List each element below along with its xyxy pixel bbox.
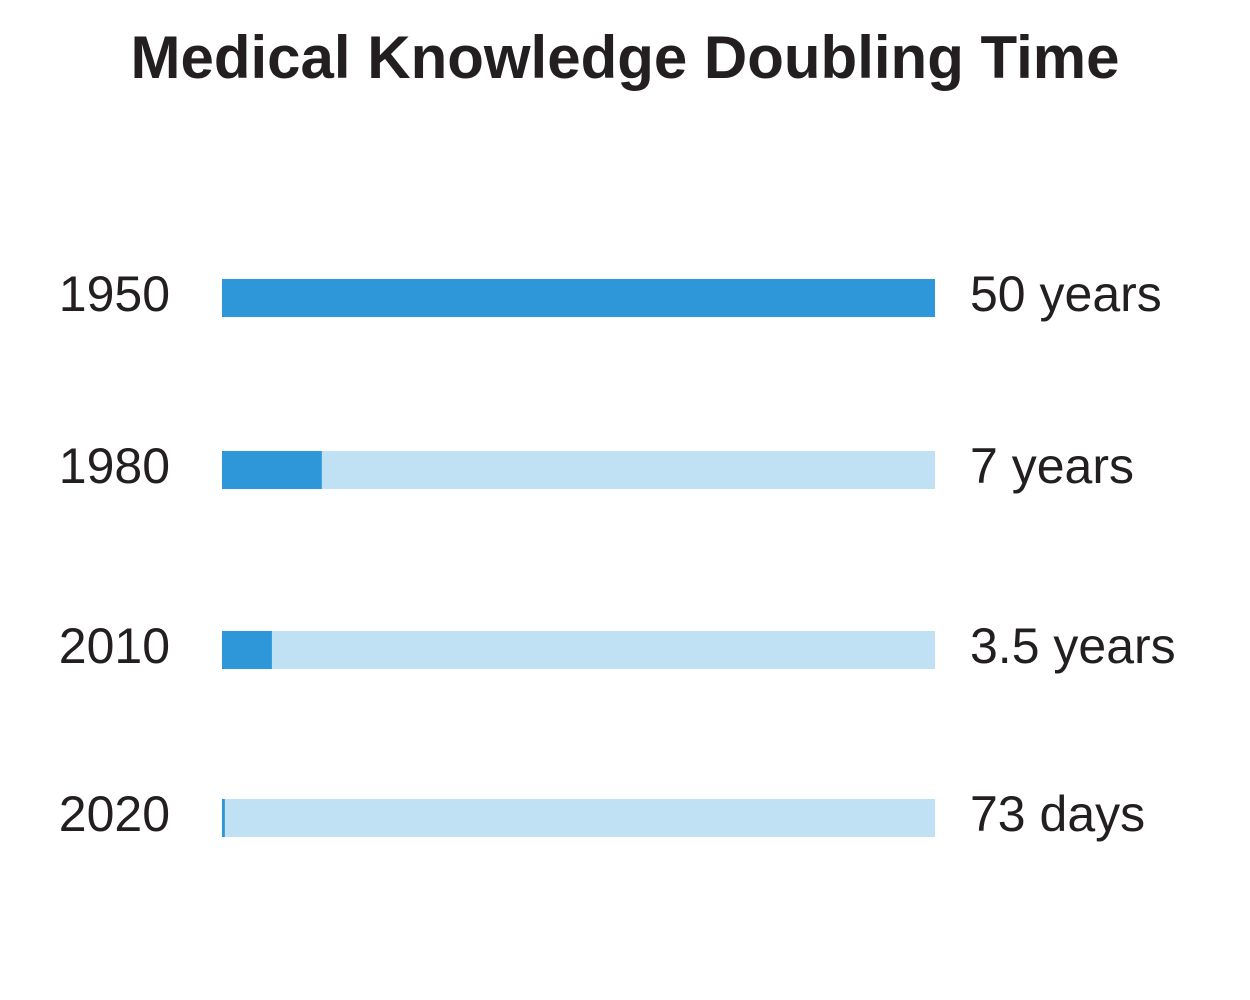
bar-track bbox=[222, 799, 935, 837]
chart-title: Medical Knowledge Doubling Time bbox=[131, 24, 1120, 91]
category-label: 2020 bbox=[59, 786, 170, 842]
bar bbox=[222, 631, 272, 669]
bar bbox=[222, 799, 225, 837]
category-label: 1980 bbox=[59, 438, 170, 494]
category-label: 1950 bbox=[59, 266, 170, 322]
bar-track bbox=[222, 631, 935, 669]
value-label: 50 years bbox=[970, 266, 1162, 322]
value-label: 3.5 years bbox=[970, 618, 1176, 674]
value-label: 73 days bbox=[970, 786, 1145, 842]
bar bbox=[222, 279, 935, 317]
category-label: 2010 bbox=[59, 618, 170, 674]
value-label: 7 years bbox=[970, 438, 1134, 494]
bar-track bbox=[222, 451, 935, 489]
bar bbox=[222, 451, 322, 489]
